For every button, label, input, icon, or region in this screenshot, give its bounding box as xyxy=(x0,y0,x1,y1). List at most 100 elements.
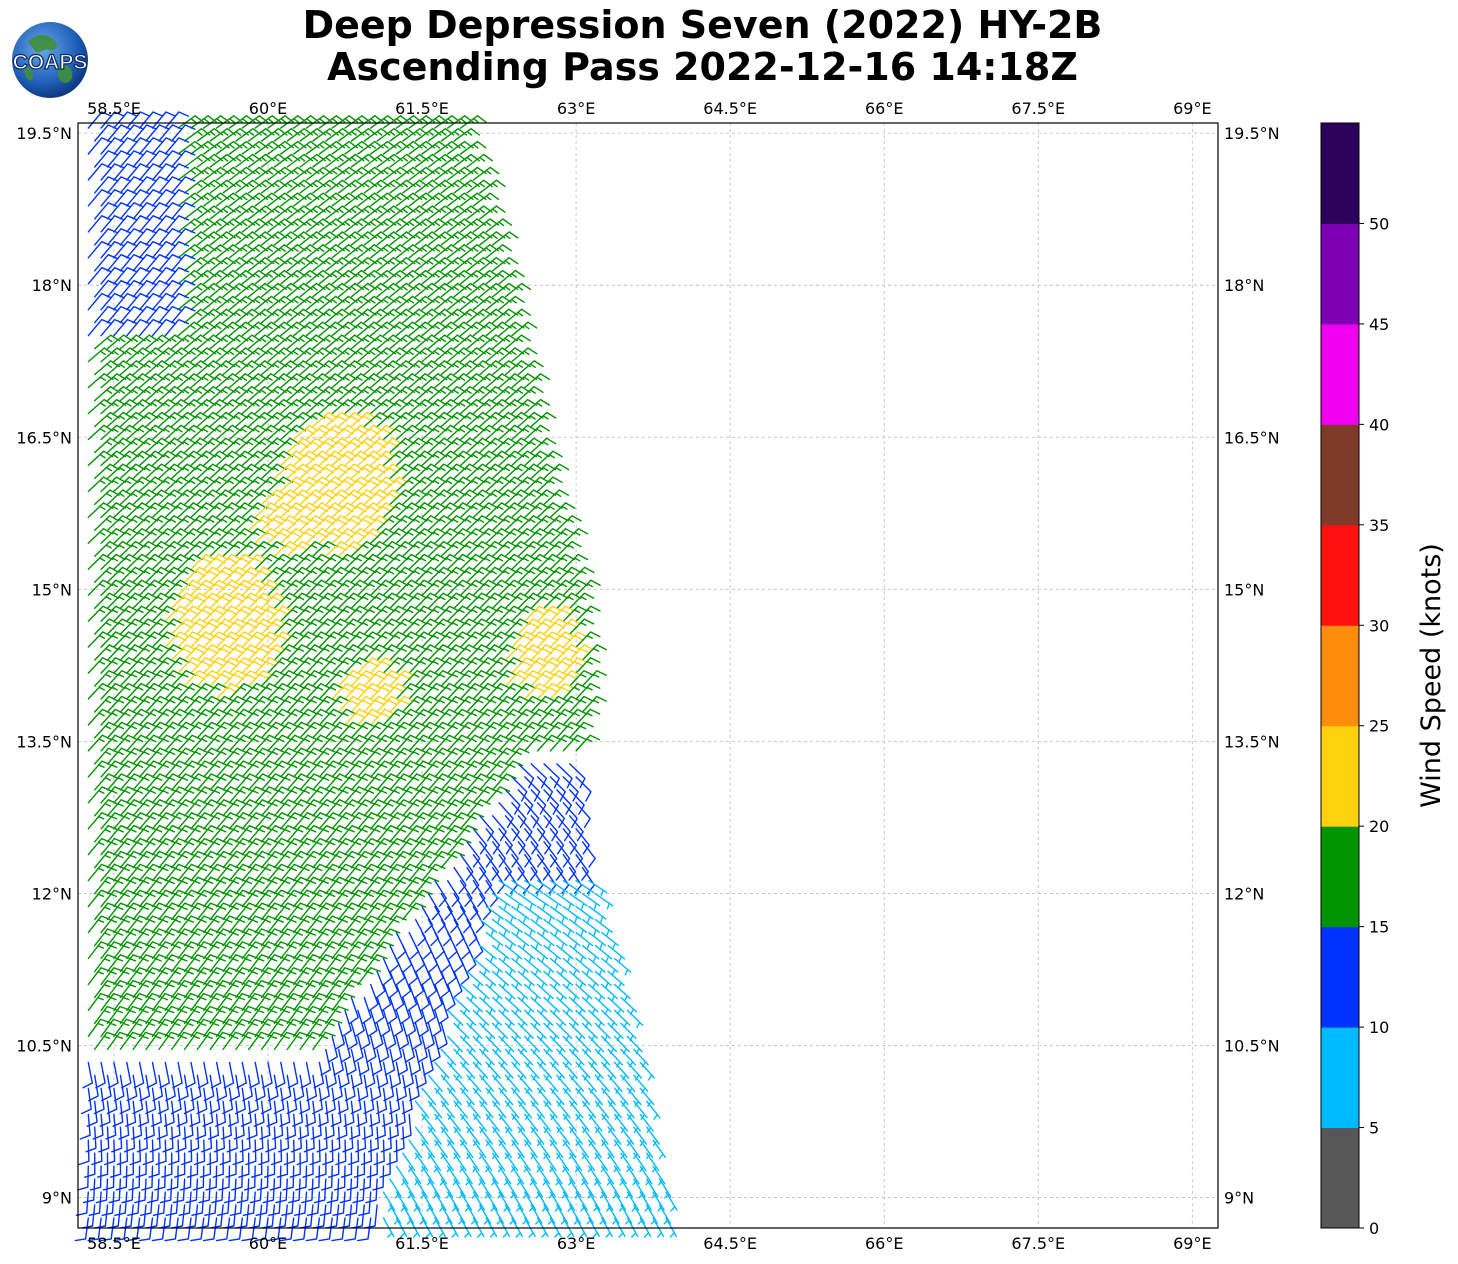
wind-barb xyxy=(138,889,164,908)
wind-barb xyxy=(421,1087,437,1107)
wind-barb xyxy=(416,1061,427,1089)
wind-barb xyxy=(293,915,318,934)
wind-barb xyxy=(132,954,157,973)
wind-barb xyxy=(138,915,163,934)
wind-barb xyxy=(338,1204,353,1229)
wind-barb xyxy=(151,708,177,726)
wind-barb xyxy=(263,1152,276,1178)
wind-barb xyxy=(106,1005,131,1025)
wind-barb xyxy=(106,1031,131,1051)
wind-barb xyxy=(133,1061,145,1089)
wind-barb xyxy=(241,760,267,778)
wind-barb xyxy=(164,241,190,259)
wind-barb xyxy=(353,1152,366,1178)
wind-barb xyxy=(492,257,519,272)
wind-barb xyxy=(126,318,151,337)
wind-barb xyxy=(581,695,607,713)
wind-barb xyxy=(158,773,183,791)
wind-barb xyxy=(511,605,537,622)
wind-barb xyxy=(177,863,202,882)
wind-barb xyxy=(206,1139,218,1166)
wind-barb xyxy=(370,708,395,726)
wind-barb xyxy=(151,967,176,986)
wind-barb xyxy=(228,1018,253,1038)
lat-tick-left-1: 18°N xyxy=(32,276,72,295)
wind-barb xyxy=(286,721,312,739)
wind-barb xyxy=(87,812,113,830)
wind-barb xyxy=(543,1178,556,1199)
wind-barb xyxy=(370,657,396,674)
wind-barb xyxy=(472,192,500,207)
wind-barb xyxy=(325,1005,349,1025)
wind-barb xyxy=(119,1031,144,1051)
wind-barb xyxy=(286,670,312,687)
wind-barb xyxy=(209,1005,234,1025)
wind-barb xyxy=(171,695,196,713)
wind-barb xyxy=(344,812,369,830)
wind-barb xyxy=(466,841,481,868)
colorbar-bin-0-5 xyxy=(1321,1127,1359,1229)
wind-barb xyxy=(145,1005,169,1025)
wind-barb xyxy=(293,760,318,778)
wind-barb xyxy=(286,799,312,817)
wind-barb xyxy=(517,970,535,989)
wind-barb xyxy=(87,760,113,778)
wind-barb xyxy=(517,841,532,868)
wind-barb xyxy=(241,837,267,856)
wind-barb xyxy=(138,682,164,700)
wind-barb xyxy=(222,928,247,947)
wind-barb xyxy=(575,776,592,802)
wind-barb xyxy=(228,631,254,648)
wind-barb xyxy=(440,893,453,921)
wind-barb xyxy=(633,1204,646,1225)
wind-barb xyxy=(183,695,209,713)
wind-barb xyxy=(181,1139,193,1166)
wind-barb xyxy=(536,708,562,726)
wind-barb xyxy=(373,1022,384,1050)
wind-barb xyxy=(318,657,344,674)
wind-barb xyxy=(171,1204,186,1229)
wind-barb xyxy=(459,115,487,129)
wind-barb xyxy=(325,954,349,973)
wind-barb xyxy=(340,1152,353,1178)
wind-barb xyxy=(269,1165,282,1191)
wind-barb xyxy=(119,902,144,921)
wind-barb xyxy=(305,760,331,778)
lon-tick-bottom-0: 58.5°E xyxy=(87,1234,141,1253)
wind-barb xyxy=(536,957,555,976)
wind-barb xyxy=(350,566,377,583)
wind-barb xyxy=(318,992,343,1012)
wind-barb xyxy=(87,734,113,752)
wind-barb xyxy=(325,695,351,713)
wind-barb xyxy=(119,305,145,324)
wind-barb xyxy=(145,670,171,687)
wind-barb xyxy=(158,202,183,220)
wind-barb xyxy=(128,1165,141,1191)
wind-barb xyxy=(312,618,338,635)
wind-barb xyxy=(556,893,575,910)
wind-barb xyxy=(337,127,365,142)
wind-barb xyxy=(113,863,138,882)
wind-barb xyxy=(434,905,446,934)
wind-barb xyxy=(536,657,562,674)
wind-barb xyxy=(575,931,594,950)
wind-barb xyxy=(305,631,332,648)
wind-barb xyxy=(440,825,466,843)
wind-barb xyxy=(94,876,119,895)
wind-barb xyxy=(588,1061,604,1081)
wind-barb xyxy=(293,786,318,804)
wind-barb xyxy=(222,670,248,687)
wind-barb xyxy=(87,657,113,674)
wind-barb xyxy=(229,1191,243,1216)
wind-barb xyxy=(116,1139,129,1166)
wind-barb xyxy=(414,970,425,999)
wind-barb xyxy=(434,812,459,830)
wind-barb xyxy=(325,566,351,583)
wind-barb xyxy=(337,592,364,609)
colorbar-bin-30-35 xyxy=(1321,524,1359,626)
wind-barb xyxy=(260,747,286,765)
wind-barb xyxy=(241,992,266,1012)
wind-barb xyxy=(357,682,383,700)
wind-barb xyxy=(193,1139,206,1166)
wind-barb xyxy=(132,850,157,869)
